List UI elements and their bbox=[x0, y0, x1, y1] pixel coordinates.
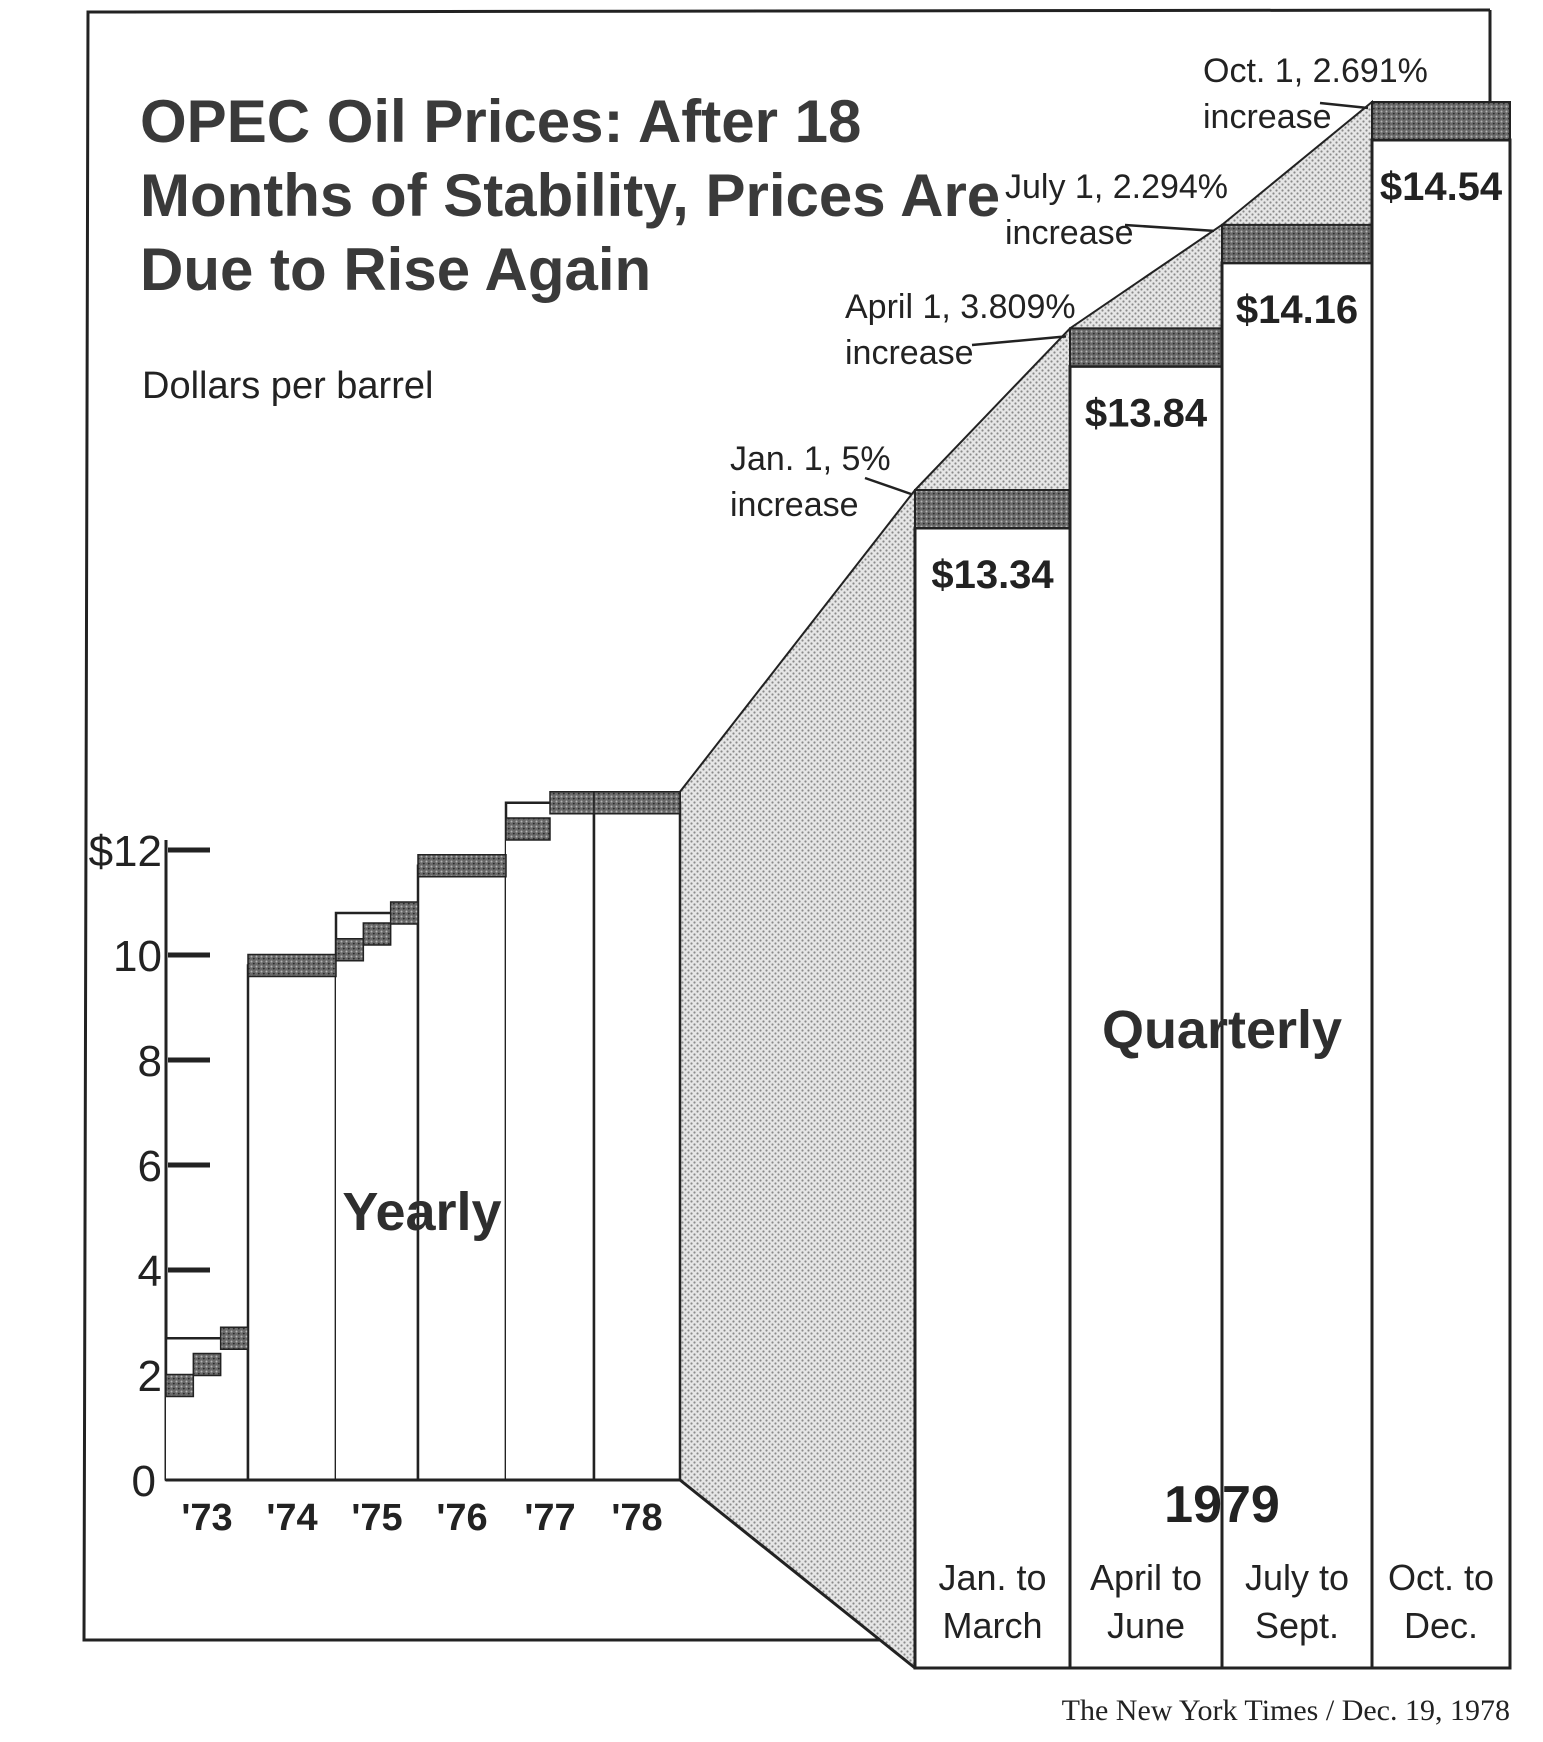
quarterly-value-label: $14.54 bbox=[1380, 165, 1503, 209]
chart-title: OPEC Oil Prices: After 18 Months of Stab… bbox=[140, 88, 1017, 303]
source-credit: The New York Times / Dec. 19, 1978 bbox=[1062, 1694, 1510, 1727]
y-tick-label: 4 bbox=[138, 1247, 162, 1296]
yearly-step-fill bbox=[336, 949, 364, 1480]
y-tick-label: 2 bbox=[138, 1352, 162, 1401]
yearly-step-fill bbox=[166, 1385, 194, 1480]
quarterly-bars: $13.34 Jan. to March $13.84 April to June $14.… bbox=[730, 52, 1512, 1670]
yearly-x-ticks: '73 '74 '75 '76 '77 '78 bbox=[181, 1497, 662, 1539]
quarterly-category-label: Jan. to March bbox=[938, 1557, 1046, 1646]
yearly-price-cap bbox=[505, 817, 551, 841]
y-axis-label: Dollars per barrel bbox=[142, 365, 433, 407]
yearly-price-cap bbox=[219, 1326, 249, 1350]
y-tick-label: 8 bbox=[138, 1037, 162, 1086]
quarterly-bar bbox=[1068, 364, 1224, 1670]
chart-frame bbox=[82, 8, 1491, 1642]
y-tick-label: $12 bbox=[89, 827, 162, 876]
yearly-bar bbox=[592, 801, 682, 1482]
y-tick-label: 0 bbox=[132, 1457, 156, 1506]
increase-annotation: Oct. 1, 2.691% increase bbox=[1203, 52, 1428, 136]
quarterly-bar bbox=[1370, 138, 1512, 1670]
yearly-label: Yearly bbox=[342, 1182, 501, 1242]
yearly-step-fill bbox=[193, 1364, 221, 1480]
title-line-1: OPEC Oil Prices: After 18 bbox=[140, 88, 861, 155]
quarterly-price-cap bbox=[1371, 101, 1511, 141]
x-tick-label: '78 bbox=[611, 1497, 662, 1539]
x-tick-label: '73 bbox=[181, 1497, 232, 1539]
quarterly-year-label: 1979 bbox=[1164, 1476, 1280, 1534]
quarterly-category-label: April to June bbox=[1090, 1557, 1202, 1646]
quarterly-price-cap bbox=[1069, 327, 1223, 368]
quarterly-value-label: $13.84 bbox=[1085, 391, 1208, 435]
quarterly-bar bbox=[913, 526, 1072, 1670]
yearly-price-caps bbox=[165, 791, 681, 1398]
yearly-bar bbox=[246, 964, 338, 1482]
annotation-leader-line bbox=[971, 335, 1067, 347]
yearly-price-cap bbox=[389, 901, 419, 925]
yearly-price-cap bbox=[549, 791, 595, 815]
yearly-price-cap bbox=[247, 953, 337, 978]
yearly-step-fill bbox=[506, 829, 550, 1480]
title-line-2: Months of Stability, Prices Are bbox=[140, 162, 1000, 229]
quarterly-value-label: $13.34 bbox=[931, 553, 1054, 597]
y-tick-label: 6 bbox=[138, 1142, 162, 1191]
quarterly-category-label: Oct. to Dec. bbox=[1388, 1557, 1494, 1646]
x-tick-label: '74 bbox=[266, 1497, 317, 1539]
y-tick-label: 10 bbox=[113, 932, 162, 981]
quarterly-label: Quarterly bbox=[1102, 1000, 1342, 1060]
yearly-bars bbox=[164, 801, 682, 1482]
yearly-price-cap bbox=[362, 922, 392, 946]
increase-annotation: Jan. 1, 5% increase bbox=[730, 440, 891, 524]
quarterly-bar bbox=[1220, 261, 1374, 1670]
x-tick-label: '75 bbox=[351, 1497, 402, 1539]
quarterly-category-label: July to Sept. bbox=[1245, 1557, 1349, 1646]
title-line-3: Due to Rise Again bbox=[140, 236, 651, 303]
annotation-leader-line bbox=[1124, 223, 1215, 233]
y-axis: 0 2 4 6 8 10 $12 bbox=[89, 827, 210, 1506]
yearly-price-cap bbox=[165, 1373, 195, 1398]
increase-annotation: July 1, 2.294% increase bbox=[1005, 168, 1228, 252]
annotation-leader-line bbox=[1319, 101, 1369, 110]
yearly-price-cap bbox=[335, 938, 365, 962]
yearly-step-fill bbox=[363, 934, 391, 1480]
quarterly-price-cap bbox=[1221, 223, 1373, 264]
annotation-leader-line bbox=[864, 476, 912, 496]
yearly-price-cap bbox=[593, 791, 681, 815]
quarterly-price-cap bbox=[914, 489, 1071, 529]
yearly-bar bbox=[416, 864, 508, 1482]
x-tick-label: '76 bbox=[436, 1497, 487, 1539]
yearly-price-cap bbox=[417, 854, 507, 878]
x-tick-label: '77 bbox=[524, 1497, 575, 1539]
yearly-price-cap bbox=[192, 1352, 222, 1377]
increase-annotation: April 1, 3.809% increase bbox=[845, 288, 1076, 372]
perspective-base-line bbox=[679, 1478, 916, 1670]
quarterly-value-label: $14.16 bbox=[1236, 288, 1358, 332]
